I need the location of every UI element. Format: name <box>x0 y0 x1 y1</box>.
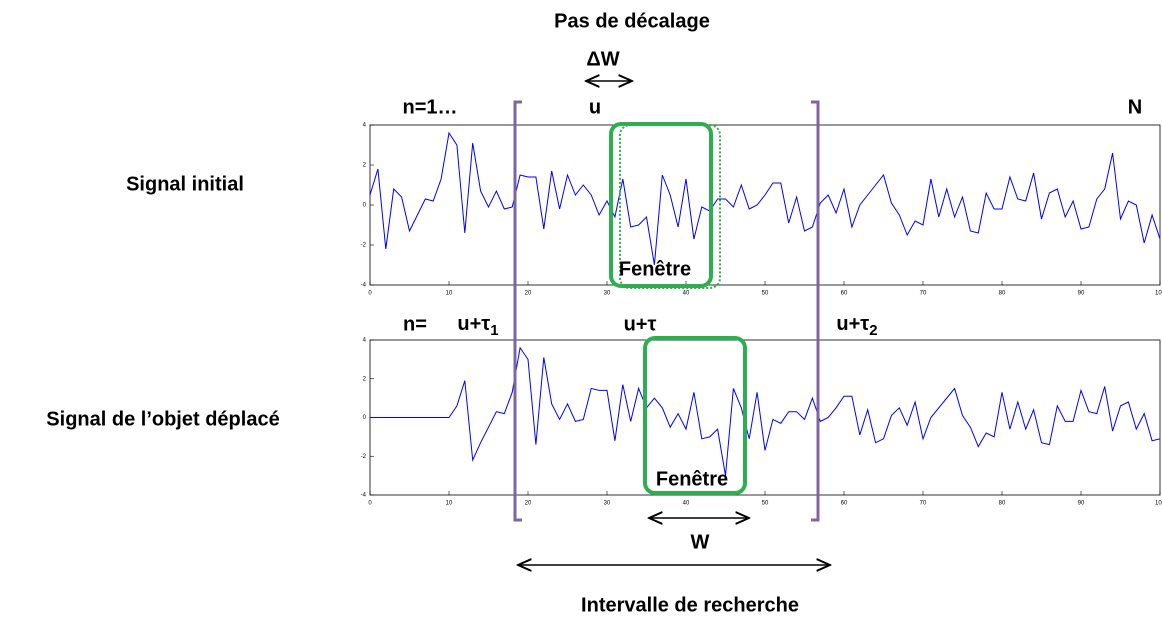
x-tick-label: 0 <box>368 291 372 297</box>
x-tick-label: 50 <box>762 501 769 507</box>
u-tau2: u+τ2 <box>836 313 877 339</box>
x-tick-label: 60 <box>841 291 848 297</box>
u-tau1: u+τ1 <box>457 313 498 339</box>
x-tick-label: 90 <box>1078 291 1085 297</box>
window-bottom-label: Fenêtre <box>656 468 728 490</box>
y-tick-label: -4 <box>361 493 367 499</box>
x-tick-label: 40 <box>683 291 690 297</box>
u-tau1-text: u+τ <box>457 313 490 335</box>
u-tau1-sub: 1 <box>490 322 498 339</box>
n-eq: n= <box>403 313 427 335</box>
y-tick-label: 2 <box>363 163 367 169</box>
step-label: ΔW <box>586 48 619 70</box>
signal-line <box>370 346 1161 476</box>
n-start: n=1… <box>402 96 457 118</box>
x-tick-label: 80 <box>999 501 1006 507</box>
x-tick-label: 10 <box>446 291 453 297</box>
x-tick-label: 30 <box>604 501 611 507</box>
signal-moved: Signal de l’objet déplacé <box>46 408 279 430</box>
u-tau: u+τ <box>624 313 657 335</box>
y-tick-label: 4 <box>363 338 367 344</box>
y-tick-label: 2 <box>363 376 367 382</box>
x-tick-label: 60 <box>841 501 848 507</box>
x-tick-label: 30 <box>604 291 611 297</box>
x-tick-label: 100 <box>1155 501 1162 507</box>
search-bracket-left <box>513 100 522 522</box>
u-tau2-text: u+τ <box>836 313 869 335</box>
signal-initial: Signal initial <box>126 173 244 195</box>
x-tick-label: 40 <box>683 501 690 507</box>
plot-frame <box>369 124 1161 286</box>
plot-frame <box>369 339 1161 496</box>
y-tick-label: 0 <box>363 415 367 421</box>
u-label: u <box>589 96 601 118</box>
n-end: N <box>1128 96 1142 118</box>
x-tick-label: 20 <box>525 501 532 507</box>
window-top-label: Fenêtre <box>619 258 691 280</box>
y-tick-label: 4 <box>363 123 367 129</box>
y-tick-label: -2 <box>361 454 367 460</box>
x-tick-label: 70 <box>920 291 927 297</box>
x-tick-label: 10 <box>446 501 453 507</box>
y-tick-label: -2 <box>361 243 367 249</box>
search-label: Intervalle de recherche <box>581 594 799 616</box>
y-tick-label: 0 <box>363 203 367 209</box>
x-tick-label: 100 <box>1155 291 1162 297</box>
y-tick-label: -4 <box>361 283 367 289</box>
x-tick-label: 20 <box>525 291 532 297</box>
window-bottom <box>643 336 747 495</box>
search-bracket-right <box>811 100 820 522</box>
plots: -4-20240102030405060708090100-4-20240102… <box>361 123 1162 507</box>
x-tick-label: 0 <box>368 501 372 507</box>
x-tick-label: 70 <box>920 501 927 507</box>
window-top <box>609 122 713 288</box>
step-title: Pas de décalage <box>554 10 710 32</box>
signal-line <box>369 131 1161 266</box>
x-tick-label: 80 <box>999 291 1006 297</box>
x-tick-label: 90 <box>1078 501 1085 507</box>
w-label: W <box>691 531 710 553</box>
x-tick-label: 50 <box>762 291 769 297</box>
u-tau2-sub: 2 <box>869 322 877 339</box>
